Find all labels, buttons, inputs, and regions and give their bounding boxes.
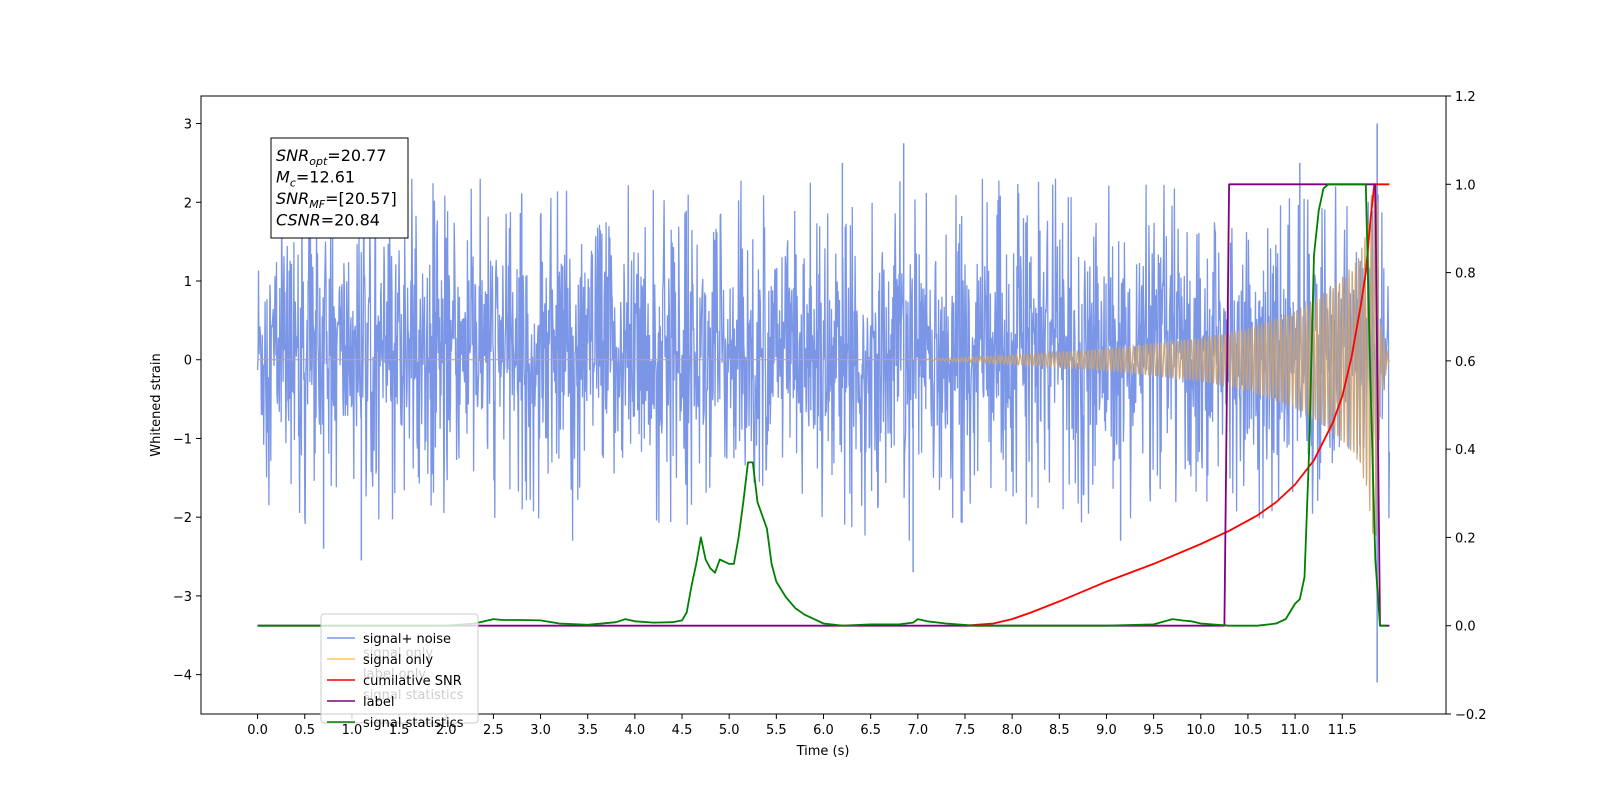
x-tick-label: 3.5: [577, 723, 598, 738]
y-right-tick-label: 0.0: [1455, 620, 1476, 635]
x-tick-label: 0.5: [294, 723, 315, 738]
legend-label: label: [363, 695, 394, 710]
y-right-tick-label: 0.6: [1455, 355, 1476, 370]
annotation-box: SNRopt=20.77Mc=12.61SNRMF=[20.57]CSNR=20…: [270, 137, 409, 239]
x-tick-label: 0.0: [247, 723, 268, 738]
legend-label: cumilative SNR: [363, 674, 462, 689]
y-left-tick-label: 3: [184, 118, 192, 133]
x-tick-label: 11.0: [1281, 723, 1310, 738]
plot-series-layer: [256, 123, 1391, 683]
y-right-tick-label: 1.2: [1455, 90, 1476, 105]
legend-label: signal+ noise: [363, 632, 451, 647]
y-left-tick-label: 1: [184, 275, 192, 290]
x-tick-label: 1.0: [342, 723, 363, 738]
y-right-tick-label: −0.2: [1455, 708, 1487, 723]
axes-layer: 0.0 0.5 1.0 1.5 2.0 2.5 3.0 3.5 4.0 4.5 5.0 5.5 6.0 6…: [173, 90, 1487, 738]
y-left-tick-label: −1: [173, 432, 192, 447]
x-tick-label: 5.0: [719, 723, 740, 738]
x-axis-label: Time (s): [796, 744, 850, 759]
x-tick-label: 4.0: [625, 723, 646, 738]
y-right-tick-label: 0.4: [1455, 443, 1476, 458]
x-tick-label: 9.0: [1096, 723, 1117, 738]
series-signal-only: [257, 183, 1390, 536]
series-cumulative-snr: [964, 183, 1390, 627]
x-tick-label: 10.5: [1233, 723, 1262, 738]
annotation-frame: [270, 137, 409, 239]
x-tick-label: 9.5: [1143, 723, 1164, 738]
y-right-tick-label: 0.2: [1455, 531, 1476, 546]
y-left-tick-label: −4: [173, 669, 192, 684]
legend-label: signal statistics: [363, 716, 464, 731]
legend-label: signal only: [363, 653, 433, 668]
y-right-tick-label: 1.0: [1455, 178, 1476, 193]
series-signal-statistics: [257, 183, 1387, 627]
x-tick-label: 2.5: [483, 723, 504, 738]
x-tick-label: 6.5: [860, 723, 881, 738]
annotation-line: SNRopt=20.77: [276, 146, 387, 168]
y-left-tick-label: −2: [173, 511, 192, 526]
y-left-tick-label: 2: [184, 196, 192, 211]
x-tick-label: 10.0: [1186, 723, 1215, 738]
x-tick-label: 2.0: [436, 723, 457, 738]
x-tick-label: 6.0: [813, 723, 834, 738]
y-right-tick-label: 0.8: [1455, 267, 1476, 282]
annotation-line: Mc=12.61: [276, 168, 355, 190]
legend: signal onlylabel onlysignal statisticssi…: [320, 613, 479, 731]
x-tick-label: 8.0: [1002, 723, 1023, 738]
x-tick-label: 5.5: [766, 723, 787, 738]
x-tick-label: 8.5: [1049, 723, 1070, 738]
annotation-line: SNRMF=[20.57]: [276, 189, 397, 211]
x-tick-label: 11.5: [1328, 723, 1357, 738]
legend-frame: [320, 613, 479, 724]
x-tick-label: 7.0: [907, 723, 928, 738]
x-tick-label: 7.5: [955, 723, 976, 738]
x-tick-label: 4.5: [672, 723, 693, 738]
annotation-line: CSNR=20.84: [276, 211, 380, 230]
y-axis-label: Whitened strain: [149, 353, 164, 456]
x-tick-label: 3.0: [530, 723, 551, 738]
x-tick-label: 1.5: [389, 723, 410, 738]
y-left-tick-label: 0: [184, 354, 192, 369]
y-left-tick-label: −3: [173, 590, 192, 605]
